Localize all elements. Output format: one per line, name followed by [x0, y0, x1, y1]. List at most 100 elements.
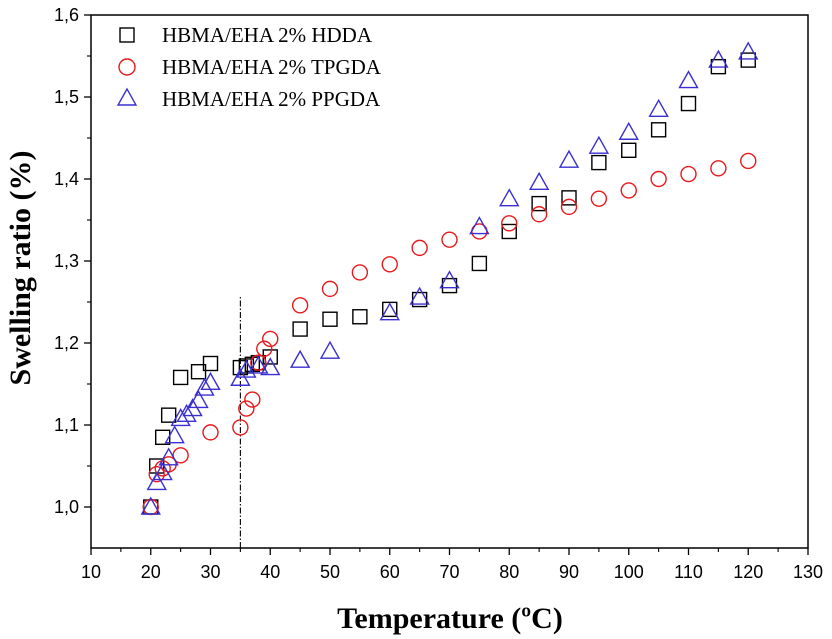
tpgda-point	[256, 340, 273, 357]
ppgda-point	[588, 135, 610, 154]
ppgda-point	[194, 377, 215, 396]
hdda-point	[190, 364, 207, 380]
ppgda-point	[170, 408, 191, 427]
y-tick-label: 1,3	[54, 251, 79, 271]
hdda-point	[322, 311, 338, 327]
tpgda-point	[351, 264, 369, 281]
ppgda-point	[528, 171, 550, 190]
ppgda-point	[558, 149, 580, 168]
legend-label-tpgda: HBMA/EHA 2% TPGDA	[162, 55, 382, 79]
tpgda-point	[244, 391, 261, 408]
ppgda-point	[499, 188, 520, 207]
y-tick-label: 1,5	[54, 87, 79, 107]
tpgda-point	[148, 466, 165, 483]
tpgda-point	[650, 170, 667, 188]
ppgda-point	[289, 349, 311, 368]
hdda-point	[621, 142, 637, 159]
tpgda-point	[238, 400, 255, 417]
tpgda-point	[411, 239, 428, 257]
legend-marker-ppgda	[116, 87, 138, 106]
hdda-point	[154, 429, 171, 445]
x-tick-label: 20	[141, 562, 161, 582]
series-tpgda	[142, 152, 757, 516]
legend: HBMA/EHA 2% HDDA HBMA/EHA 2% TPGDA HBMA/…	[116, 23, 382, 111]
hdda-point	[471, 255, 488, 272]
y-axis-title: Swelling ratio (%)	[4, 151, 37, 386]
x-axis-title: Temperature (ºC)	[337, 602, 563, 635]
hdda-point	[740, 52, 756, 68]
ppgda-point	[248, 355, 269, 374]
y-tick-label: 1,4	[54, 169, 79, 189]
ppgda-point	[319, 340, 341, 359]
tpgda-point	[262, 330, 279, 348]
x-tick-label: 70	[439, 562, 459, 582]
hdda-point	[292, 321, 308, 337]
ppgda-point	[146, 471, 167, 491]
legend-marker-hdda	[119, 27, 135, 43]
ppgda-point	[188, 389, 209, 409]
hdda-point	[501, 223, 517, 240]
ppgda-point	[618, 121, 639, 140]
y-tick-label: 1,0	[54, 497, 79, 517]
ppgda-point	[152, 462, 173, 481]
tpgda-point	[441, 231, 458, 248]
x-tick-label: 120	[733, 562, 763, 582]
ppgda-point	[738, 41, 759, 60]
ppgda-point	[164, 425, 185, 444]
hdda-point	[650, 122, 667, 138]
hdda-point	[172, 369, 189, 386]
ppgda-point	[678, 70, 699, 89]
x-tick-labels: 10 20 30 40 50 60 70 80 90 100 110 120 130	[81, 562, 823, 582]
tpgda-point	[501, 215, 518, 232]
tpgda-point	[710, 160, 727, 177]
hdda-point	[561, 190, 577, 206]
tpgda-point	[202, 424, 219, 441]
tpgda-point	[590, 190, 608, 207]
y-tick-label: 1,2	[54, 333, 79, 353]
x-tick-label: 40	[260, 562, 280, 582]
series-ppgda	[140, 41, 759, 515]
tpgda-point	[560, 198, 578, 216]
x-tick-label: 100	[614, 562, 644, 582]
tpgda-point	[291, 297, 309, 314]
hdda-point	[531, 195, 547, 212]
y-tick-label: 1,6	[54, 5, 79, 25]
x-tick-label: 110	[674, 562, 703, 582]
tpgda-point	[232, 419, 249, 436]
ppgda-point	[260, 357, 281, 376]
x-tick-label: 90	[559, 562, 579, 582]
tpgda-point	[250, 354, 267, 371]
ppgda-point	[200, 371, 221, 391]
tpgda-point	[620, 182, 637, 199]
y-tick-label: 1,1	[54, 415, 79, 435]
ppgda-point	[469, 216, 490, 235]
series-layer	[140, 41, 759, 516]
ppgda-point	[648, 98, 669, 118]
tpgda-point	[381, 256, 398, 273]
y-tick-labels: 1,0 1,1 1,2 1,3 1,4 1,5 1,6	[54, 5, 79, 517]
legend-label-hdda: HBMA/EHA 2% HDDA	[162, 23, 373, 47]
x-tick-label: 60	[380, 562, 400, 582]
hdda-point	[202, 355, 219, 372]
axis-ticks	[84, 14, 809, 555]
x-tick-label: 10	[81, 562, 101, 582]
legend-marker-tpgda	[118, 58, 136, 76]
ppgda-point	[708, 49, 729, 68]
ppgda-point	[439, 270, 460, 289]
tpgda-point	[680, 165, 697, 183]
ppgda-point	[379, 302, 400, 321]
hdda-point	[232, 359, 249, 376]
x-tick-label: 80	[499, 562, 519, 582]
hdda-point	[680, 95, 697, 112]
ppgda-point	[140, 496, 161, 515]
hdda-point	[441, 277, 458, 294]
ppgda-point	[176, 403, 197, 423]
x-tick-label: 30	[200, 562, 220, 582]
x-tick-label: 130	[793, 562, 823, 582]
legend-label-ppgda: HBMA/EHA 2% PPGDA	[162, 87, 381, 111]
x-tick-label: 50	[320, 562, 340, 582]
tpgda-point	[530, 206, 548, 223]
tpgda-point	[740, 152, 757, 170]
hdda-point	[160, 407, 177, 423]
